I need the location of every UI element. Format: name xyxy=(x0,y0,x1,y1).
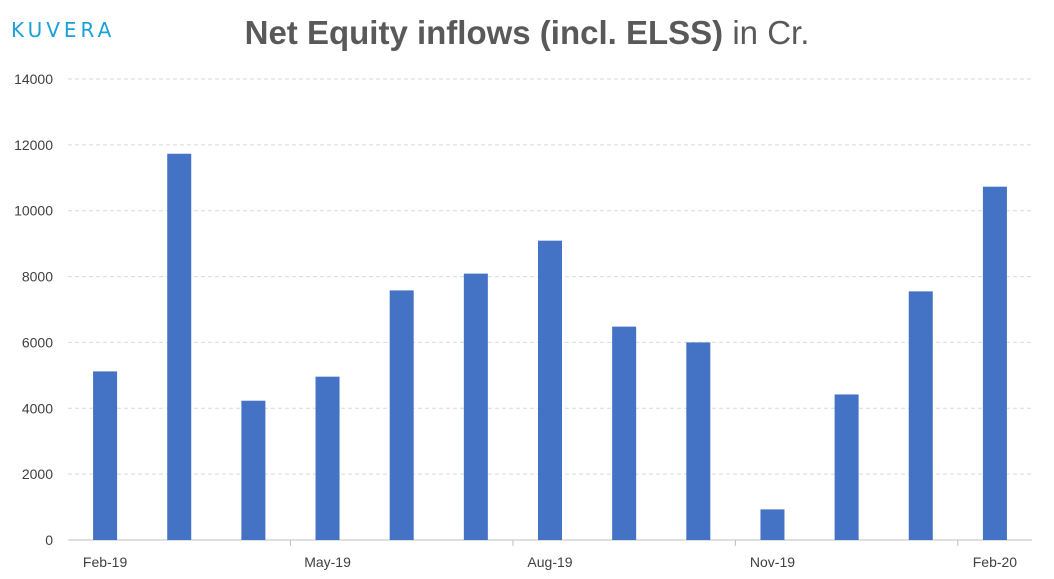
x-tick-label: Nov-19 xyxy=(750,554,795,570)
y-tick-label: 4000 xyxy=(22,400,53,416)
bar-mar-19 xyxy=(167,153,192,540)
bar-sep-19 xyxy=(612,326,637,540)
y-tick-label: 0 xyxy=(45,532,53,548)
bar-feb-19 xyxy=(93,371,118,540)
bar-aug-19 xyxy=(538,240,562,540)
bar-apr-19 xyxy=(241,400,266,540)
y-tick-label: 12000 xyxy=(14,137,53,153)
bar-may-19 xyxy=(315,376,340,540)
y-tick-label: 10000 xyxy=(14,203,53,219)
y-tick-label: 2000 xyxy=(22,466,53,482)
x-tick-label: Feb-20 xyxy=(973,554,1018,570)
bar-oct-19 xyxy=(686,342,711,540)
x-tick-label: Aug-19 xyxy=(527,554,572,570)
chart-title: Net Equity inflows (incl. ELSS) in Cr. xyxy=(0,14,1054,52)
x-tick-label: Feb-19 xyxy=(83,554,128,570)
x-tick-label: May-19 xyxy=(304,554,351,570)
chart-title-main: Net Equity inflows (incl. ELSS) xyxy=(244,14,724,51)
bar-nov-19 xyxy=(760,509,785,540)
chart-title-suffix: in Cr. xyxy=(732,14,810,51)
bar-jun-19 xyxy=(389,290,414,540)
bar-dec-19 xyxy=(834,394,859,540)
bar-jan-20 xyxy=(908,291,933,540)
bar-jul-19 xyxy=(463,273,488,540)
bar-feb-20 xyxy=(982,186,1007,540)
y-tick-label: 14000 xyxy=(14,71,53,87)
y-tick-label: 6000 xyxy=(22,334,53,350)
y-tick-label: 8000 xyxy=(22,269,53,285)
kuvera-logo: KUVERA xyxy=(11,18,116,42)
